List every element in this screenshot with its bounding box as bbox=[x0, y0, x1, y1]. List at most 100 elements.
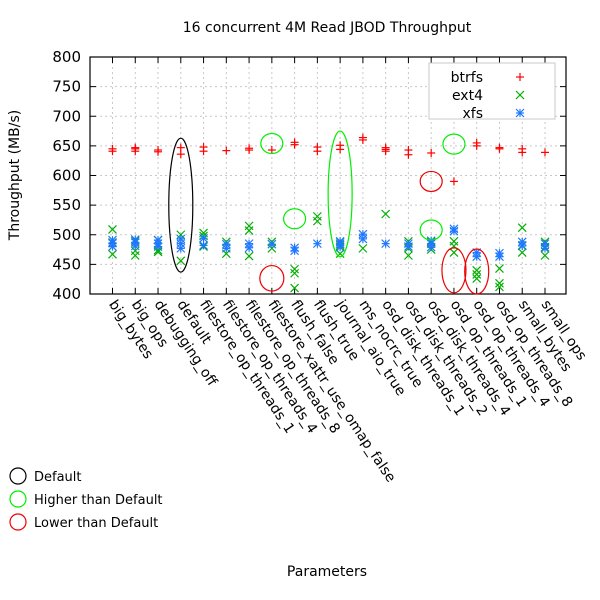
data-point-ext4 bbox=[472, 270, 482, 279]
data-point-ext4 bbox=[335, 249, 345, 259]
annotation-ellipse bbox=[259, 264, 285, 292]
y-axis-title: Throughput (MB/s) bbox=[7, 110, 23, 241]
data-point-ext4 bbox=[267, 243, 277, 253]
data-point-ext4 bbox=[358, 243, 368, 253]
note-circle-icon bbox=[9, 490, 27, 508]
marker-stroke bbox=[515, 108, 525, 118]
data-point-ext4 bbox=[290, 283, 300, 293]
marker-stroke bbox=[540, 239, 550, 249]
marker-stroke bbox=[381, 209, 391, 219]
data-point-xfs bbox=[335, 236, 345, 246]
marker-stroke bbox=[381, 239, 391, 249]
data-point-xfs bbox=[517, 237, 527, 247]
annotation-circle bbox=[283, 208, 307, 230]
data-point-ext4 bbox=[403, 251, 413, 260]
marker-stroke bbox=[221, 239, 231, 249]
marker-stroke bbox=[449, 248, 459, 257]
marker-stroke bbox=[472, 265, 482, 275]
annotation-circle bbox=[260, 132, 284, 155]
annotation-circle bbox=[442, 133, 466, 155]
marker-stroke bbox=[472, 274, 482, 284]
data-point-ext4 bbox=[449, 248, 459, 257]
note-circle-icon bbox=[9, 467, 27, 485]
y-tick-label: 550 bbox=[52, 196, 81, 214]
x-axis-title: Parameters bbox=[287, 564, 367, 580]
y-tick-label: 500 bbox=[52, 226, 81, 244]
marker-stroke bbox=[426, 236, 436, 246]
note-label: Lower than Default bbox=[34, 516, 158, 531]
marker-stroke bbox=[403, 251, 413, 260]
data-point-btrfs bbox=[495, 143, 504, 152]
marker-stroke bbox=[312, 211, 322, 221]
data-point-btrfs bbox=[541, 148, 549, 157]
marker-stroke bbox=[244, 243, 254, 253]
marker-stroke bbox=[199, 233, 208, 243]
data-point-btrfs bbox=[313, 143, 322, 152]
marker-stroke bbox=[244, 239, 254, 249]
data-point-btrfs bbox=[381, 143, 390, 152]
marker-stroke bbox=[108, 224, 117, 234]
data-point-ext4 bbox=[517, 248, 527, 257]
data-point-btrfs bbox=[518, 144, 527, 153]
data-point-ext4 bbox=[495, 278, 504, 288]
data-point-btrfs bbox=[154, 146, 163, 155]
data-point-xfs bbox=[290, 243, 300, 253]
y-tick-label: 400 bbox=[52, 285, 81, 303]
data-point-btrfs bbox=[131, 143, 140, 152]
data-point-xfs bbox=[153, 235, 163, 245]
data-point-xfs bbox=[312, 239, 322, 249]
data-point-btrfs bbox=[222, 146, 231, 155]
marker-stroke bbox=[176, 230, 186, 240]
marker-stroke bbox=[517, 237, 527, 247]
note-label: Higher than Default bbox=[34, 493, 163, 508]
marker-stroke bbox=[517, 241, 527, 251]
note-circle-icon bbox=[9, 513, 27, 531]
chart-title: 16 concurrent 4M Read JBOD Throughput bbox=[183, 20, 472, 36]
marker-stroke bbox=[267, 243, 277, 253]
marker-stroke bbox=[108, 235, 117, 245]
y-tick-label: 800 bbox=[52, 48, 81, 66]
data-point-ext4 bbox=[108, 224, 117, 234]
legend-label-xfs: xfs bbox=[462, 106, 483, 122]
marker-stroke bbox=[290, 264, 300, 274]
data-point-btrfs bbox=[404, 146, 413, 155]
data-point-xfs bbox=[449, 224, 459, 234]
marker-stroke bbox=[244, 251, 254, 261]
data-point-ext4 bbox=[472, 274, 482, 284]
data-point-xfs bbox=[221, 239, 231, 249]
marker-stroke bbox=[403, 239, 413, 249]
legend-label-btrfs: btrfs bbox=[451, 70, 483, 86]
data-point-ext4 bbox=[290, 264, 300, 274]
marker-stroke bbox=[290, 243, 300, 253]
data-point-btrfs bbox=[472, 138, 481, 147]
legend-marker-xfs bbox=[515, 108, 525, 118]
series-legend: btrfs ext4 xfs bbox=[428, 62, 556, 122]
note-label: Default bbox=[34, 470, 82, 485]
x-axis-ticks bbox=[112, 57, 546, 294]
data-point-ext4 bbox=[495, 282, 504, 292]
annotation-ellipse bbox=[327, 130, 353, 258]
data-point-xfs bbox=[244, 239, 254, 249]
marker-stroke bbox=[290, 283, 300, 293]
data-point-btrfs bbox=[290, 138, 299, 147]
annotation-ellipse bbox=[168, 137, 194, 273]
y-axis-ticks: 400 450 500 550 600 650 700 750 800 bbox=[52, 48, 566, 303]
y-tick-label: 450 bbox=[52, 255, 81, 273]
legend-marker-btrfs bbox=[516, 73, 524, 81]
data-point-xfs bbox=[403, 239, 413, 249]
data-point-xfs bbox=[199, 233, 208, 243]
annotation-ellipse bbox=[441, 247, 467, 294]
data-point-ext4 bbox=[244, 251, 254, 261]
data-point-ext4 bbox=[495, 264, 504, 273]
data-point-xfs bbox=[426, 236, 436, 246]
marker-stroke bbox=[290, 268, 300, 278]
marker-stroke bbox=[358, 243, 368, 253]
data-point-xfs bbox=[381, 239, 391, 249]
data-point-btrfs bbox=[108, 144, 117, 153]
legend-label-ext4: ext4 bbox=[452, 88, 483, 104]
data-point-xfs bbox=[495, 248, 504, 258]
marker-stroke bbox=[517, 248, 527, 257]
marker-stroke bbox=[176, 256, 186, 266]
data-point-btrfs bbox=[245, 144, 254, 153]
